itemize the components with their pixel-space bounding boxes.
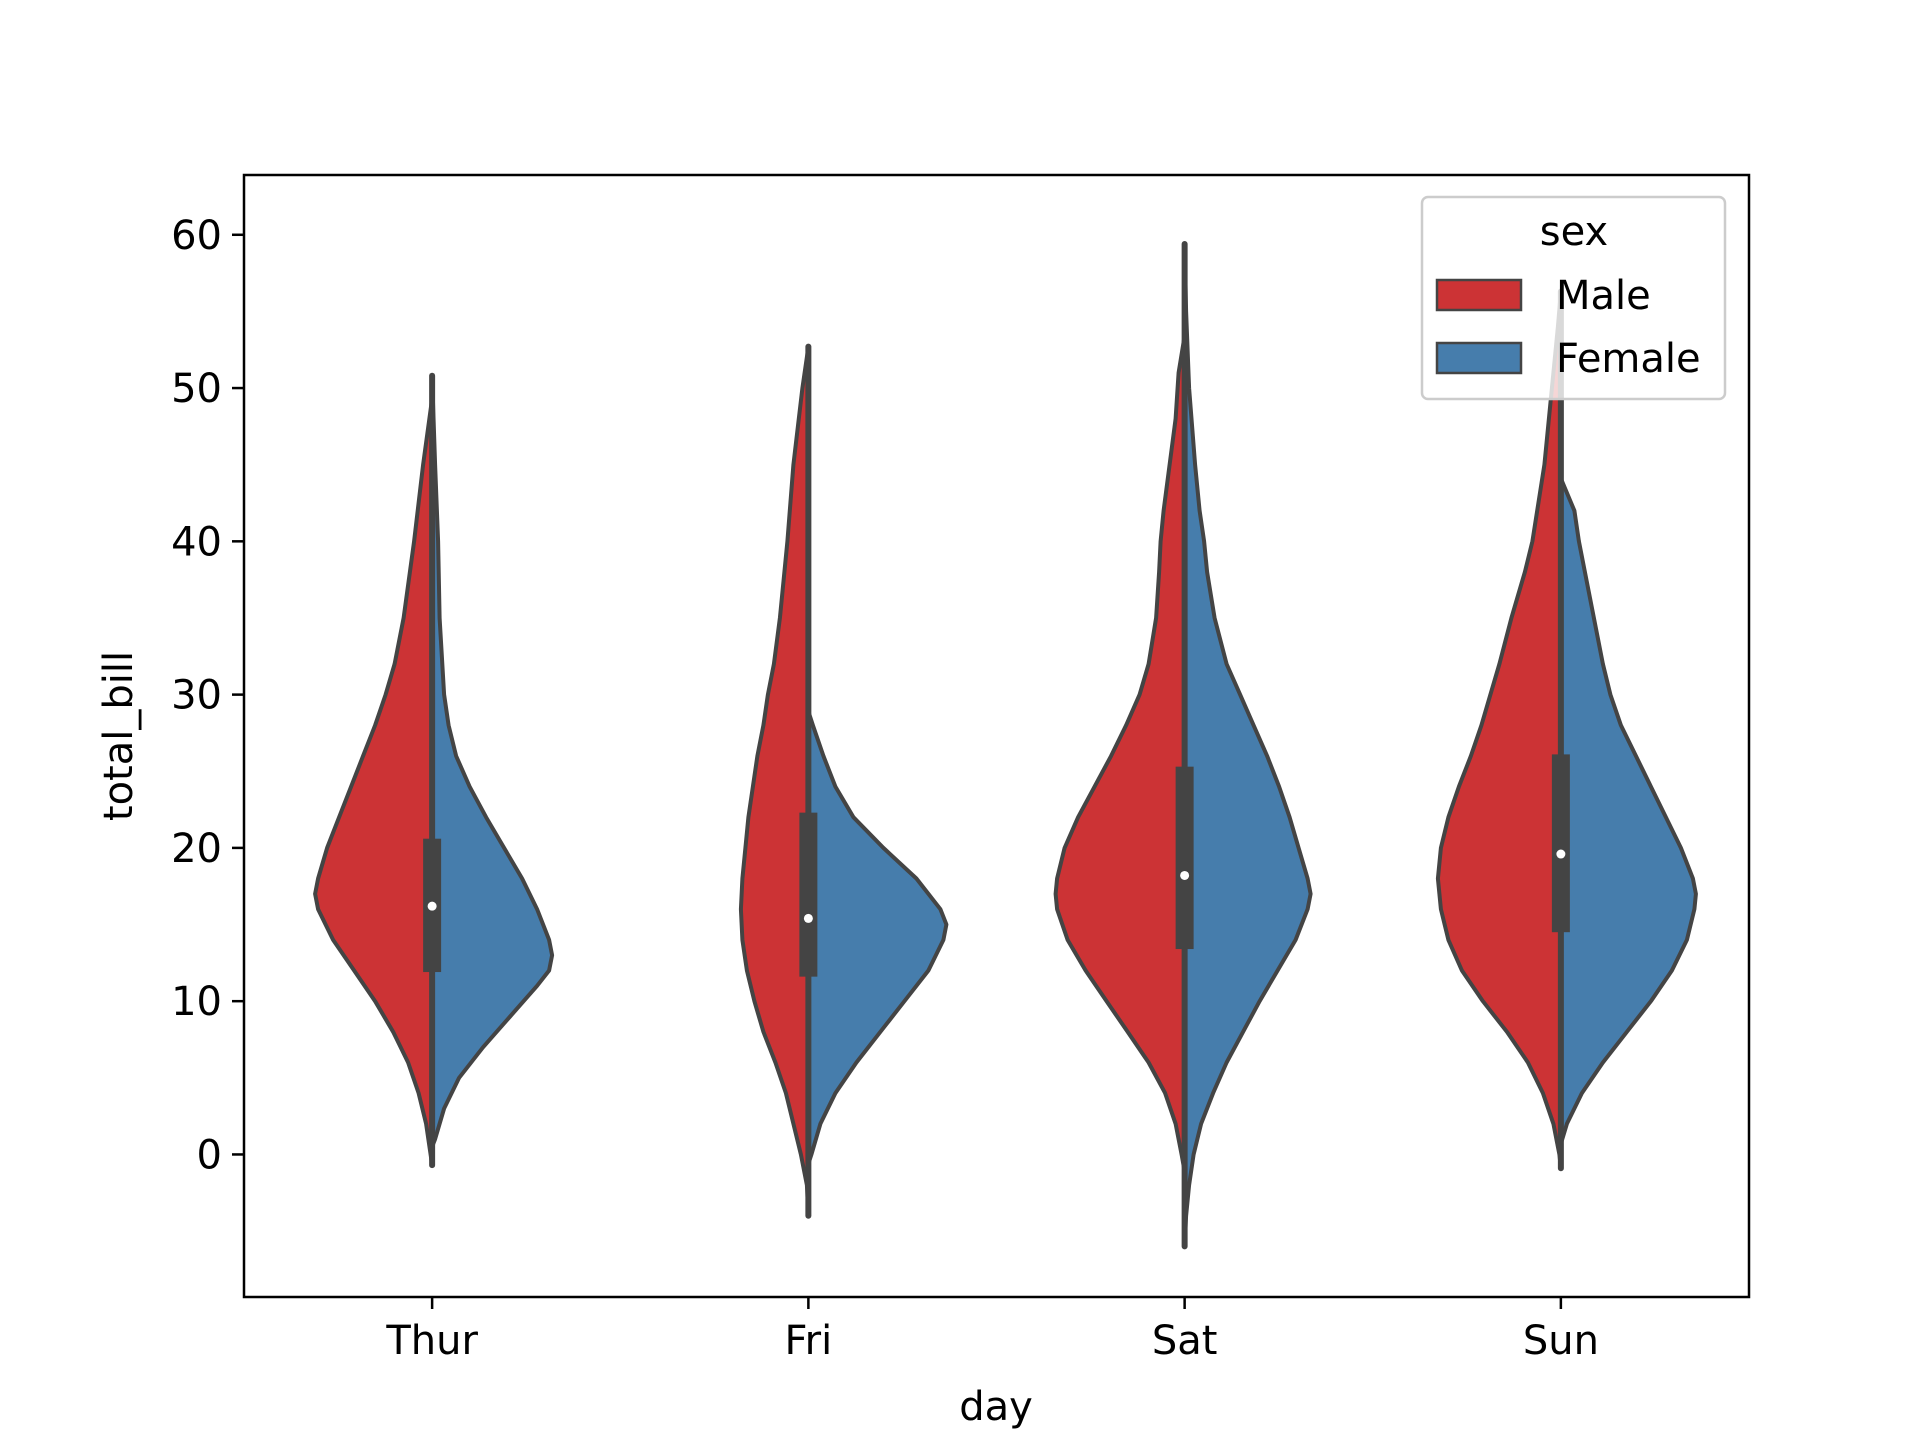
legend-label-female: Female	[1556, 336, 1701, 382]
iqr-box-sun	[1551, 754, 1570, 933]
violin-female-sat	[1182, 241, 1313, 1249]
x-tick-label-thur: Thur	[385, 1318, 478, 1364]
y-tick-label-40: 40	[171, 519, 222, 565]
violin-female-sun	[1558, 476, 1698, 1146]
x-tick-label-fri: Fri	[785, 1318, 833, 1364]
x-tick-label-sun: Sun	[1523, 1318, 1599, 1364]
median-point-fri	[803, 913, 813, 923]
legend-swatch-male	[1435, 278, 1523, 312]
iqr-box-fri	[799, 812, 818, 977]
y-tick-label-20: 20	[171, 826, 222, 872]
legend-swatch-female	[1435, 341, 1523, 375]
violin-male-thur	[313, 396, 435, 1168]
legend: sex Male Female	[1420, 195, 1727, 401]
y-axis-ticks: 0 10 20 30 40 50 60	[171, 213, 244, 1178]
axes-frame	[242, 173, 1751, 1299]
box-overlays	[423, 240, 1570, 1250]
x-axis-ticks: Thur Fri Sat Sun	[385, 1297, 1599, 1364]
violin-male-sun	[1435, 289, 1563, 1171]
x-tick-label-sat: Sat	[1152, 1318, 1218, 1364]
violin-male-sat	[1053, 333, 1187, 1174]
y-tick-label-50: 50	[171, 366, 222, 412]
median-point-sat	[1180, 870, 1190, 880]
violin-female-thur	[430, 373, 555, 1149]
violin-male-fri	[738, 344, 811, 1218]
iqr-box-sat	[1175, 766, 1194, 950]
y-tick-label-30: 30	[171, 673, 222, 719]
y-tick-label-0: 0	[197, 1132, 222, 1178]
legend-title: sex	[1540, 209, 1608, 255]
legend-label-male: Male	[1556, 273, 1651, 319]
x-axis-label: day	[959, 1384, 1033, 1430]
y-tick-label-10: 10	[171, 979, 222, 1025]
median-point-sun	[1556, 849, 1566, 859]
violin-female-fri	[806, 709, 949, 1166]
y-axis-label: total_bill	[96, 651, 142, 821]
median-point-thur	[427, 901, 437, 911]
y-tick-label-60: 60	[171, 213, 222, 259]
violin-plot-area	[313, 241, 1698, 1249]
